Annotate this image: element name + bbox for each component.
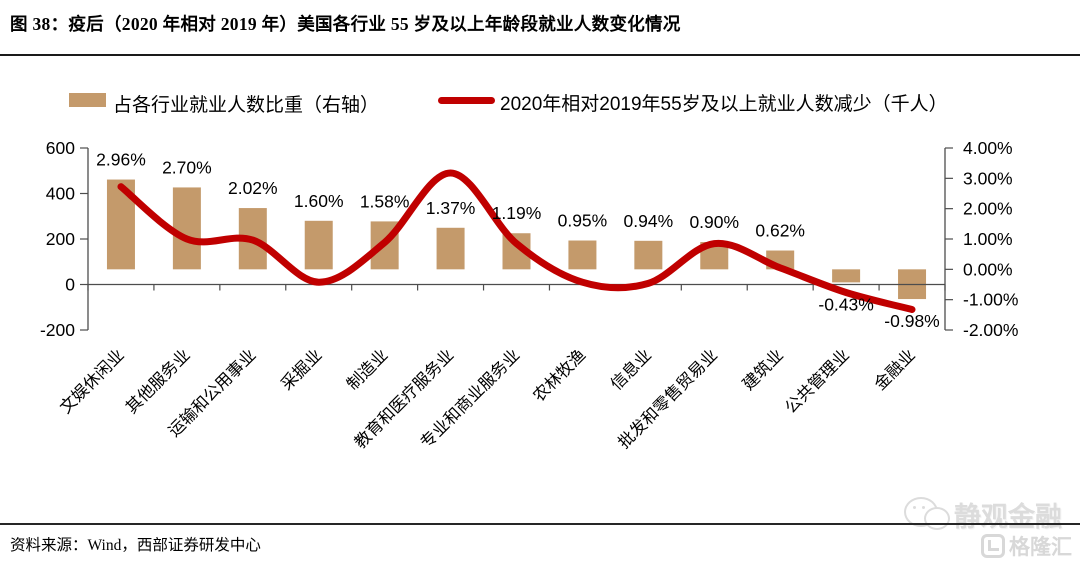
right-axis-tick-label: -2.00%	[963, 320, 1018, 340]
legend-line-swatch	[438, 97, 495, 104]
right-axis-tick-label: 0.00%	[963, 259, 1013, 279]
bar-label-1: 2.70%	[162, 157, 212, 177]
bar-label-0: 2.96%	[96, 150, 146, 170]
left-axis-tick-label: -200	[40, 320, 75, 340]
bar-8	[634, 240, 663, 270]
bar-label-10: 0.62%	[755, 221, 805, 241]
category-label-7: 农林牧渔	[529, 345, 589, 405]
gelonghui-icon	[981, 534, 1005, 558]
bar-label-3: 1.60%	[294, 191, 344, 211]
watermark-gelonghui: 格隆汇	[981, 531, 1072, 561]
left-axis-tick-label: 400	[46, 184, 75, 204]
watermark-brand2-text: 格隆汇	[1009, 536, 1072, 559]
category-label-12: 金融业	[870, 345, 918, 393]
bar-label-8: 0.94%	[624, 211, 674, 231]
category-label-11: 公共管理业	[781, 345, 853, 417]
figure-title: 图 38：疫后（2020 年相对 2019 年）美国各行业 55 岁及以上年龄段…	[10, 14, 681, 34]
bar-label-7: 0.95%	[558, 211, 608, 231]
category-label-10: 建筑业	[739, 345, 787, 393]
bar-11	[832, 269, 861, 283]
title-divider	[0, 54, 1080, 56]
legend-bar-swatch	[69, 93, 106, 107]
bar-7	[568, 240, 597, 270]
bar-label-11: -0.43%	[818, 294, 873, 314]
bar-label-5: 1.37%	[426, 198, 476, 218]
bar-3	[304, 220, 333, 270]
right-axis-tick-label: 2.00%	[963, 199, 1013, 219]
bar-label-2: 2.02%	[228, 178, 278, 198]
category-label-1: 其他服务业	[122, 345, 194, 417]
bar-5	[436, 227, 465, 270]
left-axis-tick-label: 600	[46, 138, 75, 158]
legend-bar-label: 占各行业就业人数比重（右轴）	[113, 95, 380, 116]
bar-label-12: -0.98%	[884, 311, 939, 331]
bar-label-9: 0.90%	[689, 212, 739, 232]
footer-divider	[0, 523, 1080, 525]
right-axis-tick-label: 4.00%	[963, 138, 1013, 158]
watermark-brand1-text: 静观金融	[954, 502, 1062, 532]
left-axis-tick-label: 0	[65, 275, 75, 295]
right-axis-tick-label: 3.00%	[963, 168, 1013, 188]
category-label-8: 信息业	[607, 345, 655, 393]
right-axis-tick-label: 1.00%	[963, 229, 1013, 249]
category-label-3: 采掘业	[277, 345, 325, 393]
legend-line-label: 2020年相对2019年55岁及以上就业人数减少（千人）	[500, 94, 948, 115]
bar-1	[172, 187, 201, 270]
category-label-0: 文娱休闲业	[56, 345, 128, 417]
category-label-4: 制造业	[343, 345, 391, 393]
right-axis-tick-label: -1.00%	[963, 290, 1018, 310]
line-series	[117, 169, 916, 313]
left-axis-tick-label: 200	[46, 229, 75, 249]
bar-label-6: 1.19%	[492, 203, 542, 223]
bar-label-4: 1.58%	[360, 191, 410, 211]
source-note: 资料来源：Wind，西部证券研发中心	[10, 537, 261, 554]
